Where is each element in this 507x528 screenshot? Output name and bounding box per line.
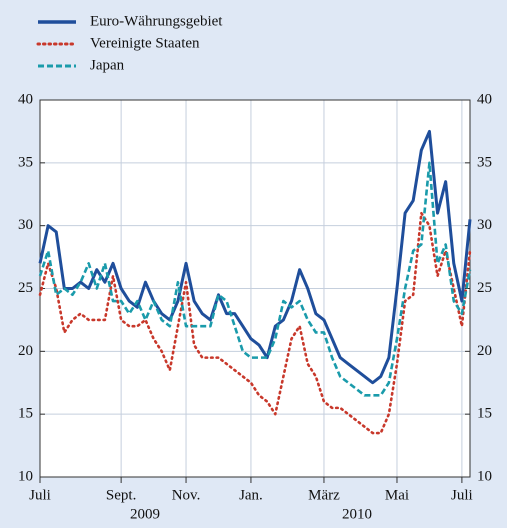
y2-tick-label: 35 — [477, 154, 492, 170]
legend-label: Euro-Währungsgebiet — [90, 13, 223, 29]
x-tick-label: März — [308, 487, 340, 503]
y2-tick-label: 10 — [477, 468, 492, 484]
y-tick-label: 30 — [18, 217, 33, 233]
plot-frame — [39, 99, 471, 478]
y-tick-label: 20 — [18, 343, 33, 359]
x-tick-label: Sept. — [106, 487, 136, 503]
x-tick-label: Juli — [29, 487, 51, 503]
y2-tick-label: 25 — [477, 280, 492, 296]
x-group-label: 2010 — [342, 506, 372, 522]
y2-tick-label: 20 — [477, 343, 492, 359]
y-tick-label: 15 — [18, 406, 33, 422]
y-tick-label: 25 — [18, 280, 33, 296]
x-group-label: 2009 — [130, 506, 160, 522]
legend-label: Japan — [90, 57, 125, 73]
y2-tick-label: 40 — [477, 91, 492, 107]
x-tick-label: Juli — [451, 487, 473, 503]
series-line — [38, 161, 472, 397]
series-line — [38, 211, 472, 435]
x-tick-label: Jan. — [239, 487, 263, 503]
x-tick-label: Nov. — [172, 487, 201, 503]
series-line — [38, 129, 472, 385]
y-tick-label: 10 — [18, 468, 33, 484]
y-tick-label: 35 — [18, 154, 33, 170]
y2-tick-label: 15 — [477, 406, 492, 422]
y2-tick-label: 30 — [477, 217, 492, 233]
x-tick-label: Mai — [385, 487, 409, 503]
y-tick-label: 40 — [18, 91, 33, 107]
legend-label: Vereinigte Staaten — [90, 35, 200, 51]
